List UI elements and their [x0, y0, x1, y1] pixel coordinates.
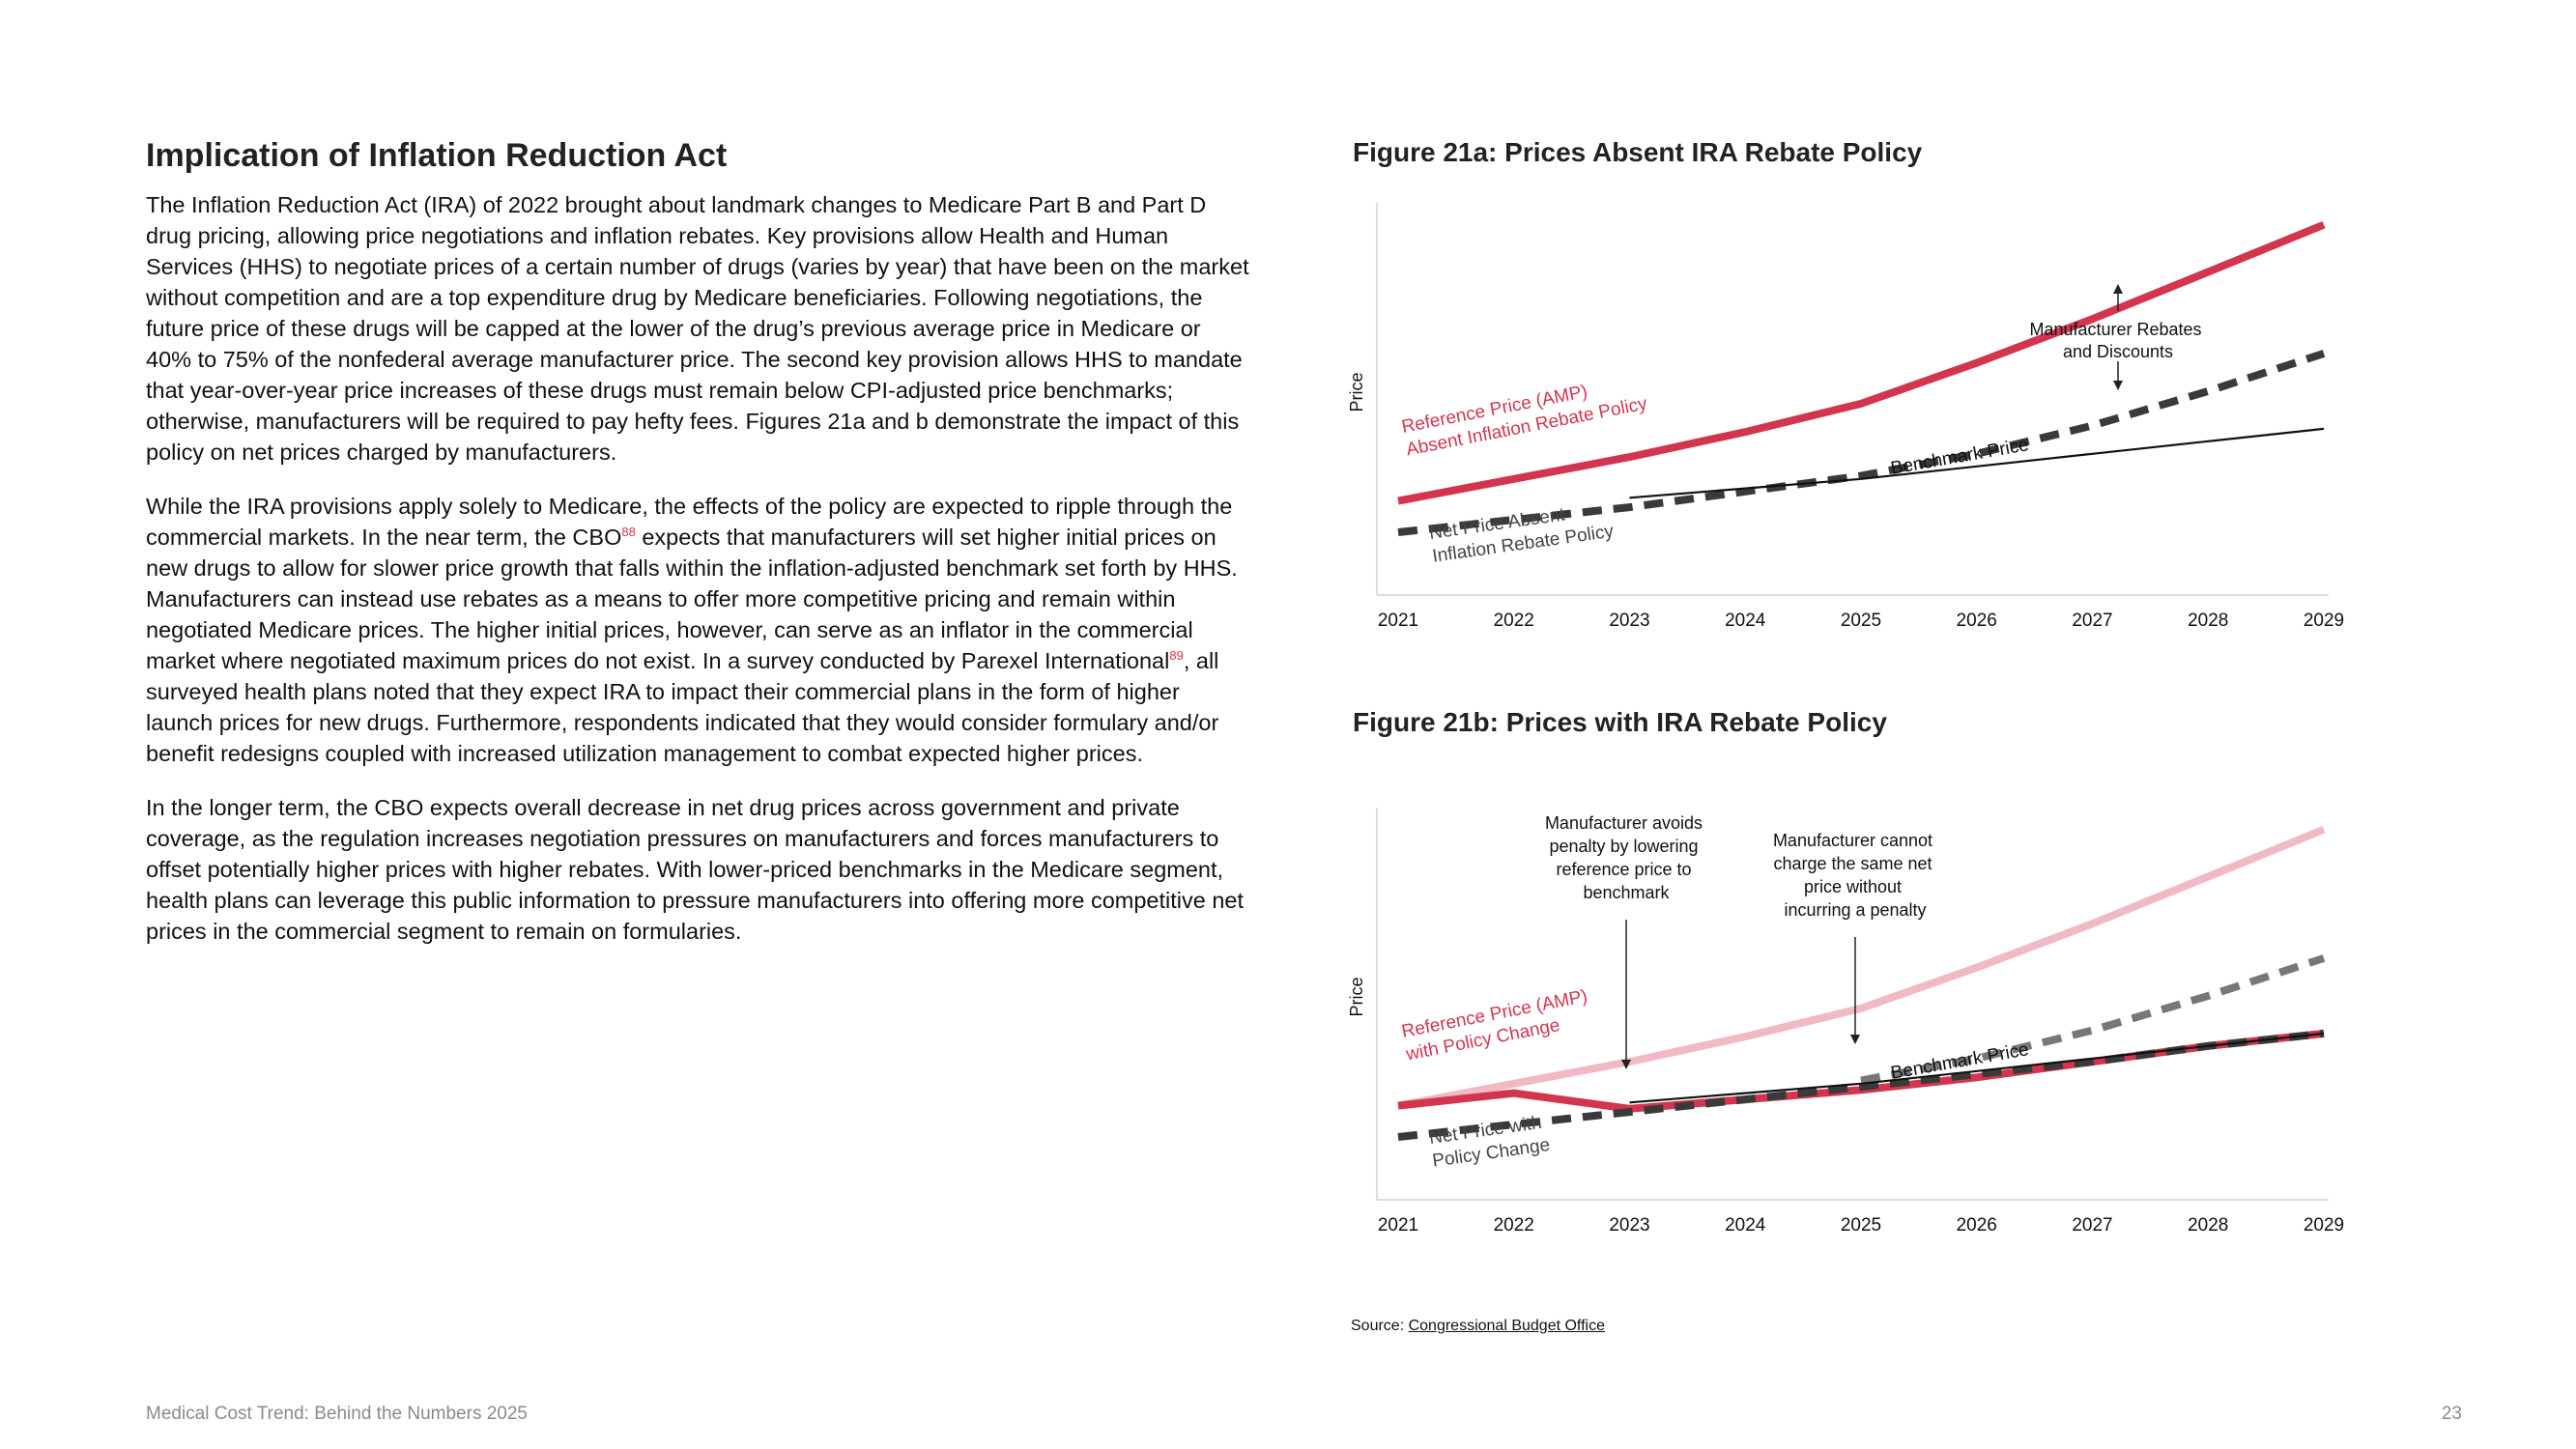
series-line-4	[1860, 954, 2326, 1085]
series-line-3	[1629, 427, 2325, 499]
x-tick-label: 2025	[1841, 1215, 1881, 1236]
x-tick-label: 2021	[1378, 611, 1418, 631]
figure-21b-svg: Price 2021 2022 2023 2024 2025 2026 2027 2028 20…	[1347, 808, 2344, 1236]
x-tick-label: 2026	[1957, 1215, 1997, 1236]
figure-21a-svg: Price 2021 2022 2023 2024 2025 2026 2027 2028 20…	[1347, 203, 2344, 631]
ref-price-label: Reference Price (AMP) with Policy Change	[1399, 985, 1599, 1065]
page-number: 23	[2441, 1404, 2462, 1424]
x-tick-label: 2021	[1378, 1215, 1418, 1236]
net-price-label: Net Price with Policy Change	[1428, 1112, 1552, 1172]
x-tick-labels: 2021 2022 2023 2024 2025 2026 2027 2028 2029	[1378, 1215, 2344, 1236]
paragraph-2-part-c: , all surveyed health plans noted that t…	[146, 648, 1219, 766]
rebate-arrow-down-head	[2113, 381, 2123, 390]
cannot-annotation-line4: incurring a penalty	[1784, 900, 1926, 920]
series-group	[1397, 220, 2326, 536]
cannot-annotation-line2: charge the same net	[1773, 854, 1932, 873]
x-tick-label: 2024	[1725, 1215, 1766, 1236]
avoid-annotation: Manufacturer avoids penalty by lowering …	[1545, 813, 1707, 902]
series-line-2	[1397, 1029, 2325, 1113]
footnote-ref-89[interactable]: 89	[1169, 648, 1184, 664]
cannot-annotation: Manufacturer cannot charge the same net …	[1773, 831, 1937, 920]
avoid-annotation-line2: penalty by lowering	[1549, 837, 1698, 856]
x-tick-label: 2028	[2188, 1215, 2228, 1236]
figure-21a-title: Figure 21a: Prices Absent IRA Rebate Pol…	[1353, 137, 1923, 167]
series-line-1	[1397, 220, 2326, 505]
series-line-1	[1397, 825, 2326, 1110]
avoid-annotation-line3: reference price to	[1556, 860, 1691, 879]
paragraph-2: While the IRA provisions apply solely to…	[146, 491, 1252, 769]
paragraph-3: In the longer term, the CBO expects over…	[146, 795, 1245, 944]
x-tick-labels: 2021 2022 2023 2024 2025 2026 2027 2028 2029	[1378, 611, 2344, 631]
y-axis-label: Price	[1347, 372, 1366, 412]
paragraph-2-part-b: expects that manufacturers will set high…	[146, 525, 1238, 673]
paragraph-2-part-a: While the IRA provisions apply solely to…	[146, 494, 1233, 550]
series-group	[1397, 825, 2326, 1141]
rebates-annotation-line1: Manufacturer Rebates	[2029, 320, 2201, 339]
x-tick-label: 2022	[1494, 1215, 1534, 1236]
x-tick-label: 2029	[2304, 1215, 2344, 1236]
x-tick-label: 2029	[2304, 611, 2344, 631]
figure-21b-title: Figure 21b: Prices with IRA Rebate Polic…	[1353, 707, 1887, 737]
source-note: Source: Congressional Budget Office	[1351, 1318, 1605, 1335]
x-tick-label: 2023	[1609, 611, 1649, 631]
x-tick-label: 2024	[1725, 611, 1766, 631]
rebates-annotation: Manufacturer Rebates and Discounts	[2029, 320, 2206, 361]
page-heading: Implication of Inflation Reduction Act	[146, 137, 728, 174]
footer-title: Medical Cost Trend: Behind the Numbers 2…	[146, 1404, 528, 1424]
figure-21a-chart: Price 2021 2022 2023 2024 2025 2026 2027 2028 20…	[1333, 189, 2348, 730]
x-tick-label: 2025	[1841, 611, 1881, 631]
avoid-annotation-line1: Manufacturer avoids	[1545, 813, 1703, 833]
rebates-annotation-line2: and Discounts	[2063, 342, 2173, 361]
x-tick-label: 2022	[1494, 611, 1534, 631]
avoid-annotation-line4: benchmark	[1583, 883, 1670, 902]
source-prefix: Source:	[1351, 1318, 1409, 1334]
series-line-2	[1397, 350, 2326, 536]
footnote-ref-88[interactable]: 88	[621, 525, 636, 540]
paragraph-1: The Inflation Reduction Act (IRA) of 202…	[146, 192, 1249, 465]
series-line-5	[1629, 1032, 2325, 1104]
ref-price-label: Reference Price (AMP) Absent Inflation R…	[1400, 371, 1649, 461]
x-tick-label: 2026	[1957, 611, 1997, 631]
cannot-arrow-head	[1850, 1035, 1860, 1044]
source-link[interactable]: Congressional Budget Office	[1408, 1318, 1605, 1334]
x-tick-label: 2027	[2072, 1215, 2112, 1236]
avoid-arrow-head	[1621, 1060, 1631, 1069]
benchmark-label: Benchmark Price	[1889, 435, 2030, 479]
cannot-annotation-line3: price without	[1804, 877, 1902, 896]
x-tick-label: 2028	[2188, 611, 2228, 631]
x-tick-label: 2027	[2072, 611, 2112, 631]
cannot-annotation-line1: Manufacturer cannot	[1773, 831, 1932, 850]
rebate-arrow-up-head	[2113, 284, 2123, 294]
body-text: The Inflation Reduction Act (IRA) of 202…	[146, 189, 1252, 970]
y-axis-label: Price	[1347, 977, 1366, 1016]
x-tick-label: 2023	[1609, 1215, 1649, 1236]
figure-21b-chart: Price 2021 2022 2023 2024 2025 2026 2027 2028 20…	[1333, 794, 2348, 1335]
